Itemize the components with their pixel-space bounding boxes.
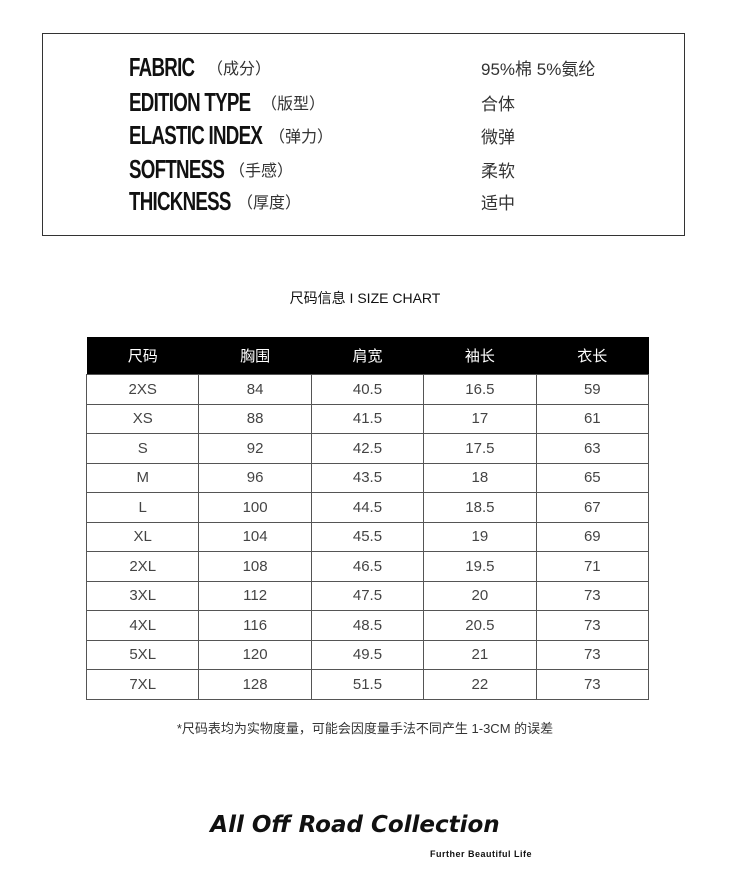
- table-cell: XL: [85, 521, 200, 552]
- table-cell: 51.5: [310, 669, 425, 700]
- table-row: M 96 43.5 18 65: [85, 462, 650, 493]
- table-cell: 17: [423, 403, 537, 434]
- table-cell: 61: [535, 403, 650, 434]
- column-header: 肩宽: [311, 337, 424, 375]
- table-row: 2XL 108 46.5 19.5 71: [85, 551, 650, 582]
- table-row: XS 88 41.5 17 61: [85, 403, 650, 434]
- table-cell: 73: [535, 610, 650, 641]
- table-cell: 20.5: [423, 610, 537, 641]
- spec-label: SOFTNESS: [129, 153, 225, 184]
- table-row: 7XL 128 51.5 22 73: [85, 669, 650, 700]
- table-cell: 2XS: [85, 374, 200, 405]
- table-cell: 47.5: [310, 580, 425, 611]
- table-cell: 116: [198, 610, 312, 641]
- table-cell: 59: [535, 374, 650, 405]
- spec-label-cn: （弹力）: [269, 129, 334, 146]
- spec-value: 微弹: [481, 127, 515, 147]
- table-cell: 45.5: [310, 521, 425, 552]
- table-cell: 17.5: [423, 433, 537, 464]
- spec-label: EDITION TYPE: [129, 86, 251, 117]
- brand-logo: All Off Road Collection: [210, 812, 500, 838]
- spec-row: FABRIC （成分） 95%棉 5%氨纶: [129, 50, 669, 84]
- table-cell: 73: [535, 639, 650, 670]
- column-header: 衣长: [536, 337, 649, 375]
- table-cell: 20: [423, 580, 537, 611]
- table-cell: 40.5: [310, 374, 425, 405]
- table-cell: 4XL: [85, 610, 200, 641]
- column-header: 胸围: [198, 337, 312, 375]
- table-cell: L: [85, 492, 200, 523]
- table-cell: 112: [198, 580, 312, 611]
- table-cell: 92: [198, 433, 312, 464]
- spec-value: 合体: [481, 94, 515, 114]
- spec-row: ELASTIC INDEX （弹力） 微弹: [129, 118, 669, 152]
- column-header: 袖长: [423, 337, 537, 375]
- size-chart-title: 尺码信息 I SIZE CHART: [289, 290, 441, 306]
- table-cell: 16.5: [423, 374, 537, 405]
- fabric-spec-box: FABRIC （成分） 95%棉 5%氨纶 EDITION TYPE （版型） 合…: [42, 33, 685, 236]
- table-cell: 120: [198, 639, 312, 670]
- table-row: 4XL 116 48.5 20.5 73: [85, 610, 650, 641]
- table-cell: 71: [535, 551, 650, 582]
- table-cell: 3XL: [85, 580, 200, 611]
- table-cell: 22: [423, 669, 537, 700]
- column-header: 尺码: [86, 337, 199, 375]
- spec-label: ELASTIC INDEX: [129, 119, 263, 150]
- table-cell: 19.5: [423, 551, 537, 582]
- table-cell: 41.5: [310, 403, 425, 434]
- table-cell: 18: [423, 462, 537, 493]
- table-cell: 88: [198, 403, 312, 434]
- table-cell: 100: [198, 492, 312, 523]
- table-cell: 108: [198, 551, 312, 582]
- table-cell: 96: [198, 462, 312, 493]
- table-cell: 63: [535, 433, 650, 464]
- measurement-note: *尺码表均为实物度量，可能会因度量手法不同产生 1-3CM 的误差: [176, 721, 554, 736]
- table-cell: 42.5: [310, 433, 425, 464]
- spec-row: THICKNESS （厚度） 适中: [129, 184, 669, 218]
- table-cell: 65: [535, 462, 650, 493]
- table-cell: 2XL: [85, 551, 200, 582]
- table-cell: 73: [535, 580, 650, 611]
- table-row: 2XS 84 40.5 16.5 59: [85, 374, 650, 405]
- spec-label: FABRIC: [129, 51, 195, 82]
- table-cell: 104: [198, 521, 312, 552]
- table-cell: 49.5: [310, 639, 425, 670]
- table-row: XL 104 45.5 19 69: [85, 521, 650, 552]
- table-cell: 43.5: [310, 462, 425, 493]
- spec-value: 柔软: [481, 161, 515, 181]
- table-cell: 21: [423, 639, 537, 670]
- table-cell: 67: [535, 492, 650, 523]
- table-cell: S: [85, 433, 200, 464]
- table-cell: 84: [198, 374, 312, 405]
- spec-value: 适中: [481, 193, 515, 213]
- spec-label-cn: （版型）: [261, 96, 326, 113]
- spec-row: EDITION TYPE （版型） 合体: [129, 85, 669, 119]
- table-row: 5XL 120 49.5 21 73: [85, 639, 650, 670]
- table-row: S 92 42.5 17.5 63: [85, 433, 650, 464]
- table-cell: 5XL: [85, 639, 200, 670]
- spec-label-cn: （厚度）: [237, 195, 302, 212]
- table-cell: XS: [85, 403, 200, 434]
- table-header-row: 尺码 胸围 肩宽 袖长 衣长: [86, 337, 649, 375]
- table-cell: M: [85, 462, 200, 493]
- table-cell: 44.5: [310, 492, 425, 523]
- spec-row: SOFTNESS （手感） 柔软: [129, 152, 669, 186]
- table-cell: 18.5: [423, 492, 537, 523]
- table-cell: 128: [198, 669, 312, 700]
- spec-value: 95%棉 5%氨纶: [481, 59, 596, 79]
- size-chart-table: 尺码 胸围 肩宽 袖长 衣长 2XS 84 40.5 16.5 59 XS 88 41.5 17 61 S 9…: [85, 337, 650, 700]
- table-row: L 100 44.5 18.5 67: [85, 492, 650, 523]
- brand-tagline: Further Beautiful Life: [430, 849, 533, 859]
- table-cell: 69: [535, 521, 650, 552]
- table-cell: 19: [423, 521, 537, 552]
- spec-label: THICKNESS: [129, 185, 231, 216]
- table-row: 3XL 112 47.5 20 73: [85, 580, 650, 611]
- table-cell: 46.5: [310, 551, 425, 582]
- table-cell: 73: [535, 669, 650, 700]
- table-cell: 48.5: [310, 610, 425, 641]
- spec-label-cn: （手感）: [229, 163, 294, 180]
- table-cell: 7XL: [85, 669, 200, 700]
- spec-label-cn: （成分）: [207, 61, 272, 78]
